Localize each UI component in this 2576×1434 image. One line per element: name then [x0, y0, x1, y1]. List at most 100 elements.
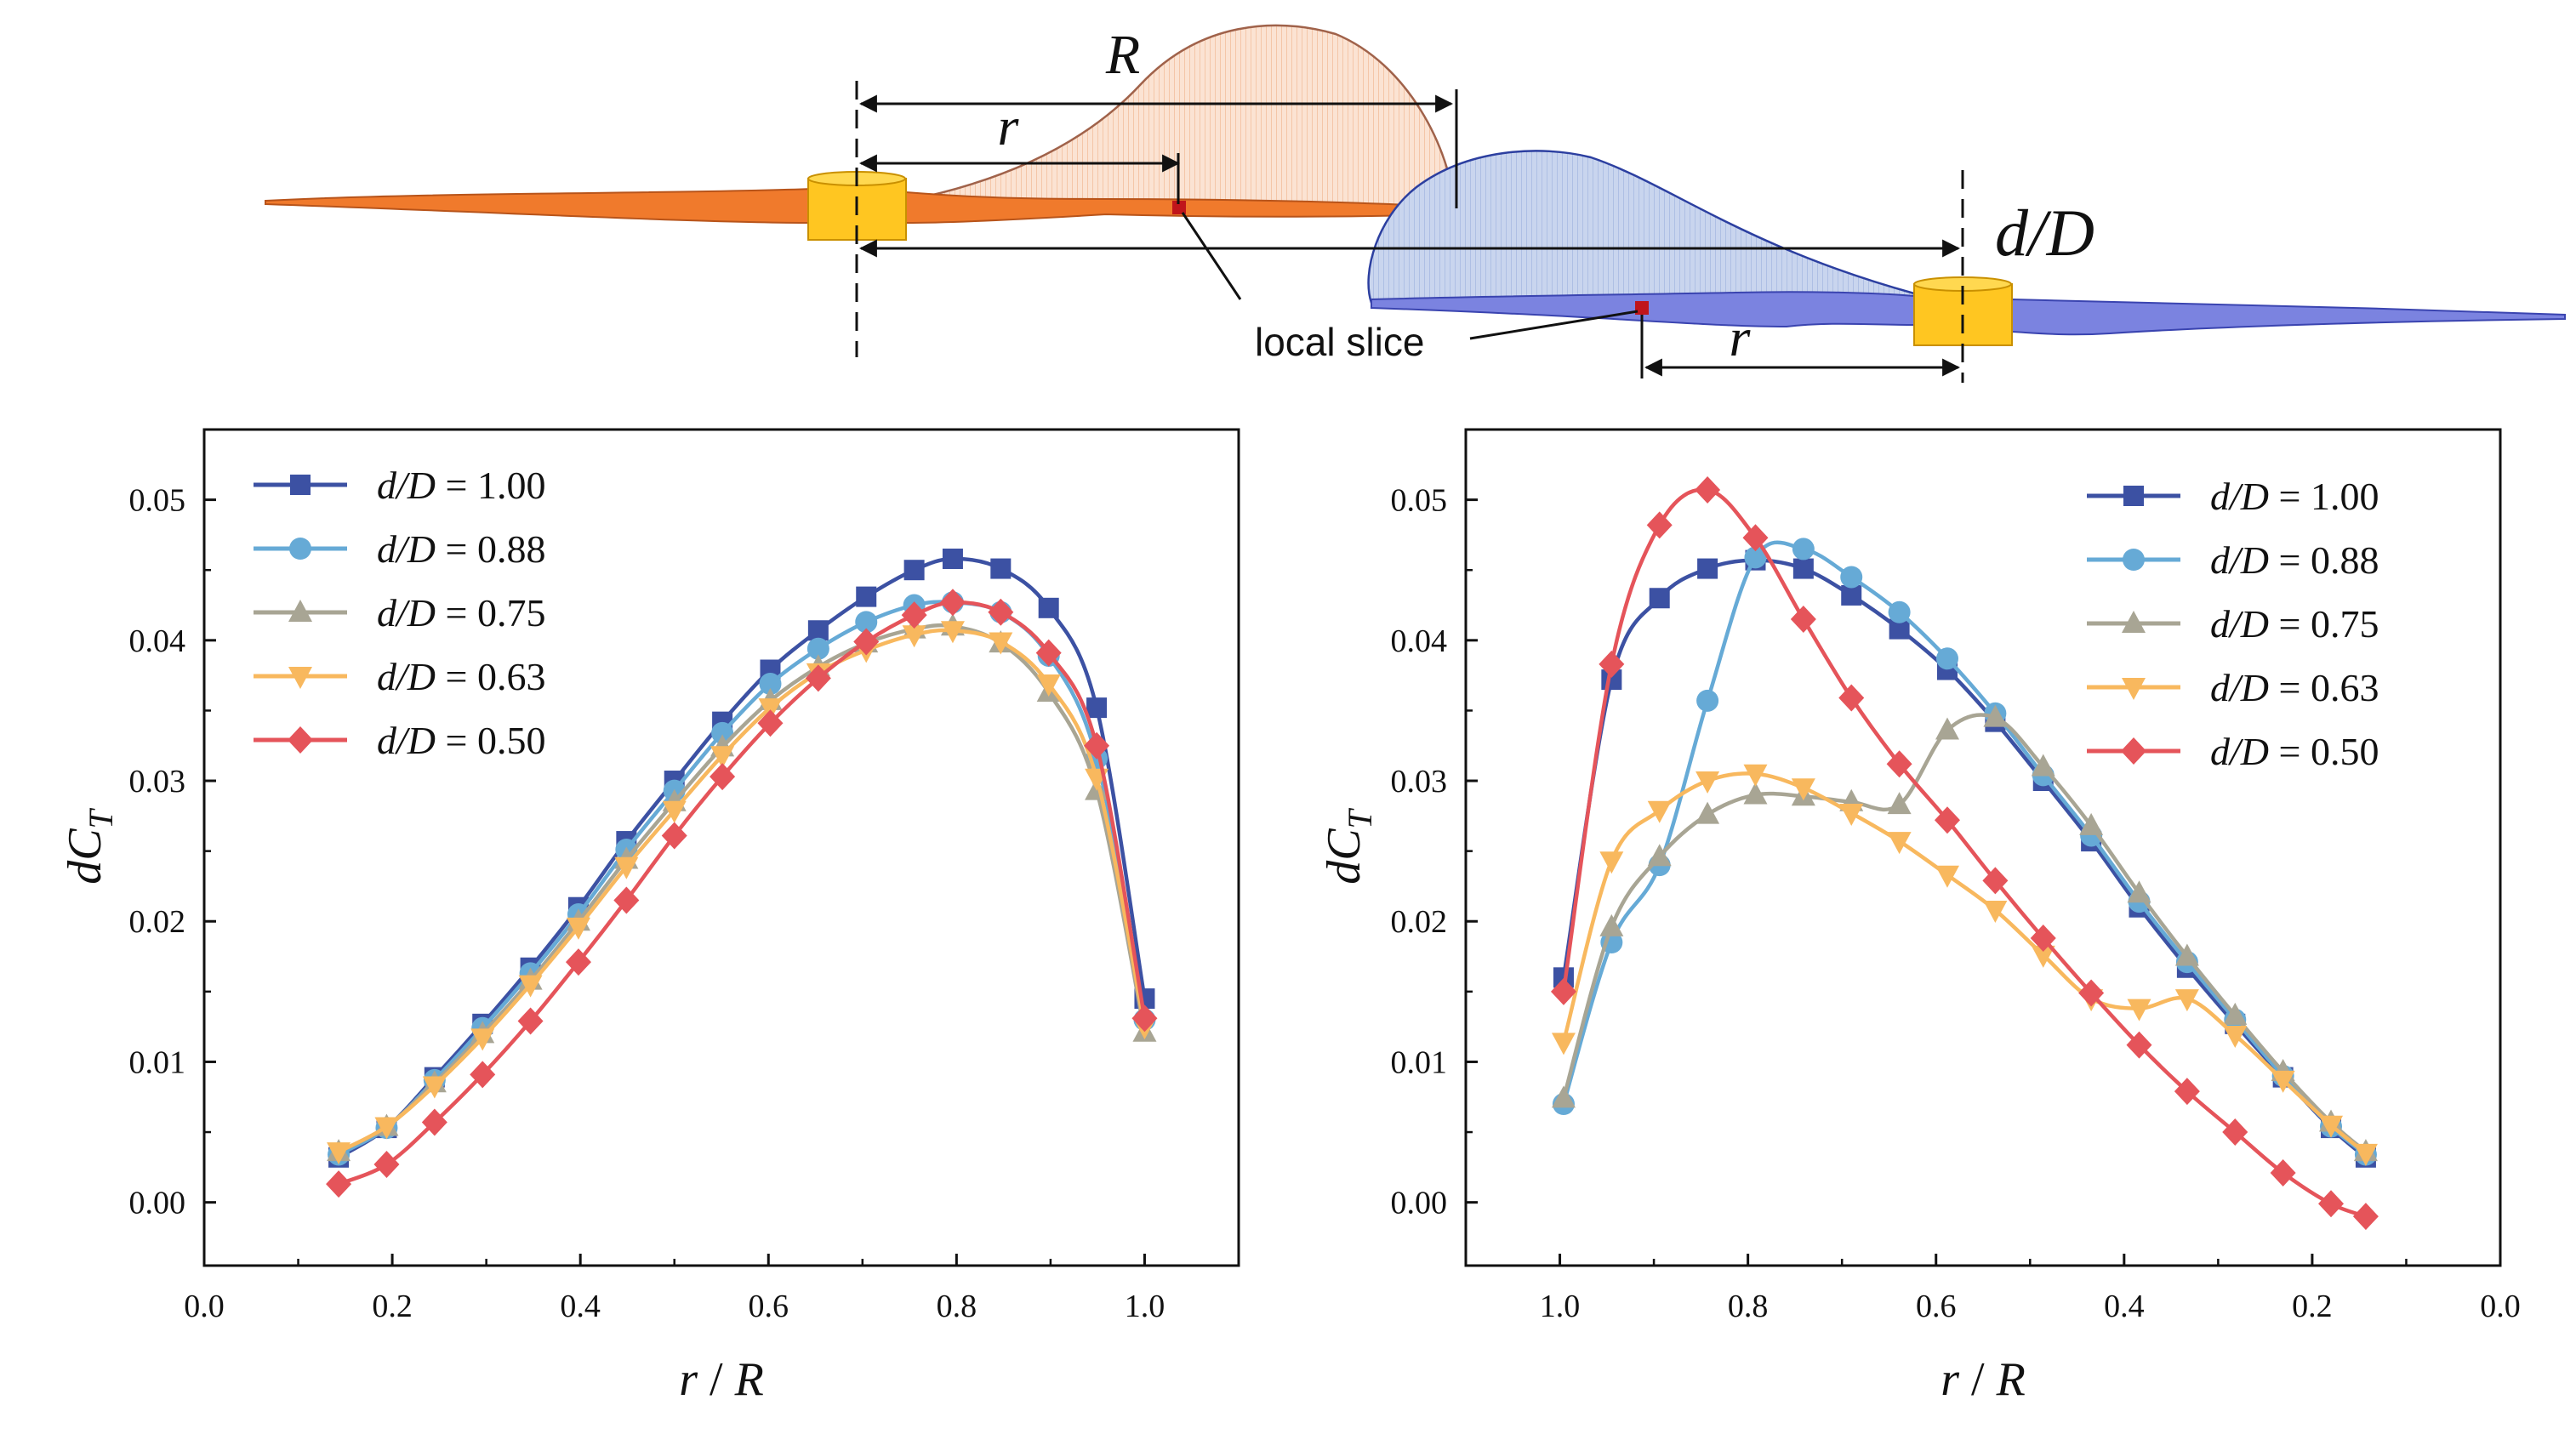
- left-y-tick-label: 0.02: [129, 904, 186, 940]
- left-data-point: [757, 709, 784, 737]
- right-data-point: [1599, 650, 1625, 678]
- front-local-slice-marker: [1172, 201, 1186, 214]
- right-legend-label: d/D = 1.00: [2210, 475, 2379, 518]
- label-r-rear: r: [1730, 307, 1752, 367]
- right-data-point: [1887, 832, 1912, 855]
- left-x-tick-label: 0.6: [749, 1289, 789, 1324]
- right-series-4: [1550, 476, 2379, 1231]
- right-data-point: [1599, 913, 1624, 936]
- right-data-point: [1697, 558, 1718, 579]
- left-data-point: [807, 620, 829, 641]
- label-r-front: r: [998, 96, 1020, 156]
- left-legend-label: d/D = 0.50: [377, 719, 545, 762]
- right-legend-label: d/D = 0.88: [2210, 538, 2379, 582]
- right-data-point: [2222, 1118, 2248, 1147]
- left-legend: d/D = 1.00 d/D = 0.88 d/D = 0.75 d/D = 0.63…: [254, 464, 545, 762]
- label-R: R: [1105, 24, 1140, 86]
- right-data-point: [2030, 925, 2056, 953]
- right-data-point: [2127, 880, 2151, 903]
- left-x-tick-label: 0.0: [184, 1289, 225, 1324]
- right-data-point: [2031, 754, 2055, 777]
- right-data-point: [2174, 1078, 2200, 1106]
- left-legend-item: d/D = 0.63: [254, 655, 545, 698]
- right-data-point: [2352, 1203, 2379, 1231]
- right-data-point: [1743, 782, 1768, 805]
- right-ticks: [1466, 498, 2502, 1266]
- right-series-2: [1551, 704, 2378, 1162]
- left-data-point: [1086, 697, 1108, 719]
- left-data-point: [759, 673, 782, 696]
- left-x-tick-label: 0.2: [372, 1289, 413, 1324]
- right-y-tick-label: 0.03: [1391, 764, 1448, 800]
- right-data-point: [1647, 844, 1672, 867]
- label-local-slice: local slice: [1255, 320, 1424, 364]
- left-data-point: [662, 800, 687, 823]
- right-data-point: [2079, 812, 2104, 835]
- right-data-point: [2031, 945, 2055, 968]
- right-data-point: [1695, 801, 1720, 824]
- right-data-point: [1551, 1033, 1576, 1056]
- right-data-point: [1696, 689, 1719, 712]
- right-data-point: [1647, 800, 1672, 823]
- left-legend-label: d/D = 0.75: [377, 591, 545, 634]
- label-dD: d/D: [1995, 196, 2094, 270]
- left-data-point: [710, 746, 735, 769]
- right-data-point: [1792, 558, 1814, 579]
- left-chart: 0.0 0.2 0.4 0.6 0.8 1.0 0.00 0.01 0.02 0.03 0.04 0.…: [59, 428, 1240, 1406]
- right-data-point: [2223, 1002, 2248, 1025]
- left-legend-marker: [288, 726, 313, 754]
- right-data-point: [1695, 771, 1720, 794]
- left-series-4: [326, 589, 1158, 1198]
- left-series-line: [337, 556, 1147, 1159]
- right-data-point: [1742, 524, 1769, 552]
- right-data-point: [2319, 1115, 2344, 1138]
- right-series: [1550, 476, 2379, 1231]
- left-legend-label: d/D = 0.88: [377, 527, 545, 571]
- right-data-point: [1791, 778, 1815, 801]
- right-series-line: [1561, 558, 2368, 1159]
- left-data-point: [940, 621, 965, 644]
- left-series: [326, 548, 1158, 1198]
- rear-thrust-distribution: [1367, 150, 1916, 308]
- left-data-point: [901, 601, 927, 629]
- right-y-axis-label: dCT: [1318, 807, 1379, 884]
- left-data-point: [661, 822, 687, 850]
- right-x-axis-label: r / R: [1941, 1353, 2026, 1406]
- right-data-point: [2353, 1143, 2378, 1166]
- left-data-point: [988, 598, 1014, 626]
- left-data-point: [805, 664, 831, 692]
- left-data-point: [758, 698, 783, 721]
- left-plot-frame: [202, 428, 1240, 1267]
- right-legend-item: d/D = 0.88: [2087, 538, 2379, 582]
- right-data-point: [1982, 867, 2009, 895]
- right-data-point: [1983, 704, 2008, 727]
- front-slice-leader: [1181, 212, 1242, 300]
- left-data-point: [613, 886, 640, 914]
- left-data-point: [565, 948, 591, 976]
- right-data-point: [2223, 1026, 2248, 1049]
- left-data-point: [990, 558, 1012, 579]
- right-data-point: [2078, 979, 2105, 1007]
- left-data-point: [903, 560, 925, 581]
- left-data-point: [1131, 1004, 1158, 1033]
- left-y-tick-label: 0.01: [129, 1044, 186, 1080]
- right-legend-marker: [2121, 737, 2146, 765]
- right-legend-marker: [2122, 611, 2146, 633]
- left-legend-item: d/D = 0.50: [254, 719, 545, 762]
- front-propeller-left-blade: [265, 187, 813, 225]
- left-legend-marker: [290, 475, 311, 495]
- right-legend-marker: [2123, 486, 2144, 506]
- left-data-point: [327, 1142, 351, 1165]
- right-tick-labels: 1.0 0.8 0.6 0.4 0.2 0.0 0.00 0.01 0.02 0.03 0.04 0.…: [1391, 483, 2521, 1324]
- right-data-point: [1551, 1085, 1576, 1108]
- right-data-point: [1649, 588, 1670, 609]
- right-data-point: [1646, 511, 1673, 539]
- left-data-point: [374, 1117, 399, 1140]
- left-data-point: [855, 611, 878, 634]
- left-data-point: [326, 1170, 352, 1198]
- left-legend-marker: [288, 667, 312, 689]
- right-data-point: [1838, 684, 1865, 712]
- right-data-point: [1935, 647, 1958, 670]
- right-y-tick-label: 0.01: [1391, 1044, 1448, 1080]
- left-ticks: [202, 498, 1146, 1266]
